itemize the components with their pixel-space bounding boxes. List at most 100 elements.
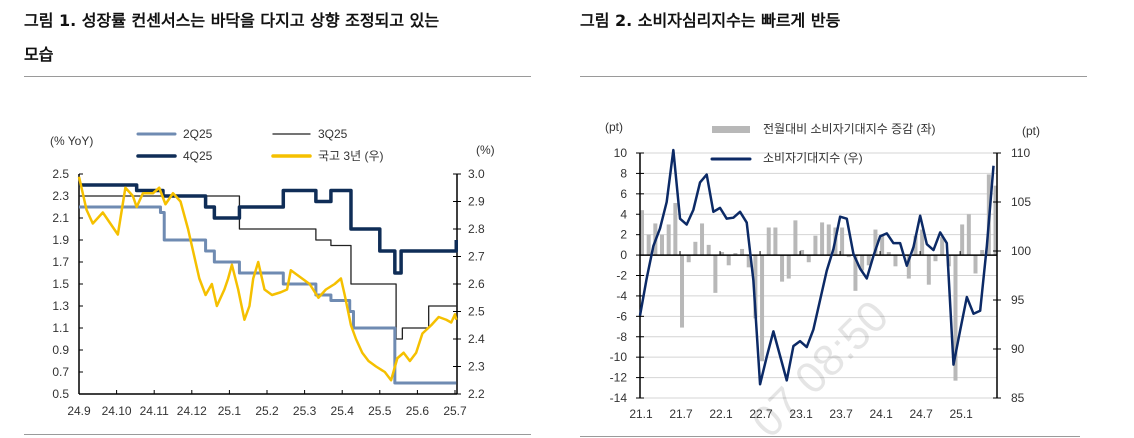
c1-left-tick-label: 2.5 [52,167,69,181]
figure1-top-divider [24,76,531,77]
c2-bar [660,234,665,256]
c2-bar [760,255,765,362]
figure1-title-line1: 그림 1. 성장률 컨센서스는 바닥을 다지고 상향 조정되고 있는 [24,11,440,30]
c2-bar [820,222,825,256]
c2-bar [680,255,685,328]
c1-x-tick-label: 25.6 [406,404,430,418]
c1-series-2-line [79,183,459,275]
c2-bar [700,223,705,256]
c2-right-tick-label: 90 [1011,342,1025,356]
c1-legend-label: 3Q25 [318,127,348,141]
figure1-title: 그림 1. 성장률 컨센서스는 바닥을 다지고 상향 조정되고 있는 모습 [24,4,439,72]
c2-bar [640,210,644,256]
c2-left-tick-label: 4 [620,207,627,221]
c2-bar [920,229,925,256]
c1-x-tick-label: 25.7 [443,404,467,418]
c2-x-tick-label: 21.1 [629,407,653,421]
c2-left-tick-label: -8 [616,330,627,344]
c2-line-series [638,148,995,386]
c2-right-tick-label: 100 [1011,244,1031,258]
c2-bar [980,249,985,256]
c2-left-axis-label: (pt) [605,120,623,134]
c1-right-tick-label: 2.4 [468,332,485,346]
figure2-title: 그림 2. 소비자심리지수는 빠르게 반등 [580,11,841,30]
c1-x-tick-label: 25.5 [368,404,392,418]
c2-bar [853,255,858,291]
c2-bar [926,255,931,285]
c2-bar [793,220,798,256]
c2-bar [746,255,751,268]
c2-right-tick-label: 110 [1011,146,1030,160]
c2-x-tick-label: 25.1 [949,407,973,421]
c2-bar [873,229,878,256]
c2-bar [773,227,778,256]
c1-left-tick-label: 0.5 [52,387,69,401]
c2-bar [866,255,871,266]
c1-right-tick-label: 2.6 [468,277,485,291]
c1-left-tick-label: 0.9 [52,343,69,357]
c1-right-tick-label: 2.5 [468,305,485,319]
c2-bar [666,224,671,256]
c2-bar [693,241,698,256]
c2-bar [806,255,811,263]
c2-left-tick-label: -4 [616,289,627,303]
figure1-title-line2: 모습 [24,45,54,64]
c2-bar [860,255,865,271]
c1-left-axis-label: (% YoY) [50,134,93,148]
c2-bar [826,224,831,256]
c2-bar [993,185,998,256]
c1-right-tick-label: 2.8 [468,222,485,236]
c2-bar [786,255,791,279]
c1-left-tick-label: 1.7 [52,255,69,269]
c2-left-tick-label: 2 [620,228,627,242]
c2-bar [780,255,785,282]
c2-bar [813,235,818,256]
c1-left-tick-label: 1.1 [52,321,69,335]
c1-x-tick-label: 25.4 [331,404,355,418]
c2-x-tick-label: 22.1 [709,407,733,421]
c1-left-tick-label: 2.3 [52,189,69,203]
c2-x-tick-label: 23.7 [829,407,853,421]
c2-bar [753,255,758,319]
c2-bar [646,234,651,256]
c1-left-tick-label: 1.3 [52,299,69,313]
c1-left-tick-label: 1.5 [52,277,69,291]
c1-series-3-line [77,176,458,382]
c2-x-tick-label: 24.7 [909,407,933,421]
c2-right-tick-label: 95 [1011,293,1025,307]
c2-legend-bar-swatch [712,126,750,133]
c2-bar [893,255,898,267]
c1-series-0-line [79,205,457,385]
c1-legend-label: 국고 3년 (우) [318,149,384,163]
c2-bar [706,244,711,256]
c1-x-tick-label: 24.9 [67,404,91,418]
c1-x-tick-label: 24.11 [140,404,169,418]
c2-legend-line-label: 소비자기대지수 (우) [763,151,863,165]
c2-bar [973,255,978,274]
c1-legend-label: 2Q25 [183,127,213,141]
c2-bar [800,249,805,256]
c2-bar [713,255,718,293]
c2-bar [913,235,918,256]
c2-bar [840,227,845,256]
c1-right-tick-label: 2.2 [468,387,485,401]
c2-left-tick-label: -12 [610,371,628,385]
c2-left-tick-label: -10 [610,350,628,364]
c1-x-tick-label: 25.1 [218,404,242,418]
c1-series-1-line [79,195,457,340]
c2-right-tick-label: 105 [1011,195,1031,209]
c2-bar [966,214,971,256]
c2-bar [953,255,958,381]
c2-bar [880,234,885,256]
c2-bar [960,224,965,256]
c1-left-tick-label: 2.1 [52,211,69,225]
c1-right-tick-label: 2.7 [468,250,485,264]
c1-left-tick-label: 0.7 [52,365,69,379]
figure2-bottom-divider [580,436,1080,437]
c2-x-tick-label: 24.1 [869,407,893,421]
c2-bar [940,236,945,256]
c2-bar [740,248,745,256]
c2-x-tick-label: 23.1 [789,407,813,421]
c1-x-tick-label: 24.10 [102,404,132,418]
